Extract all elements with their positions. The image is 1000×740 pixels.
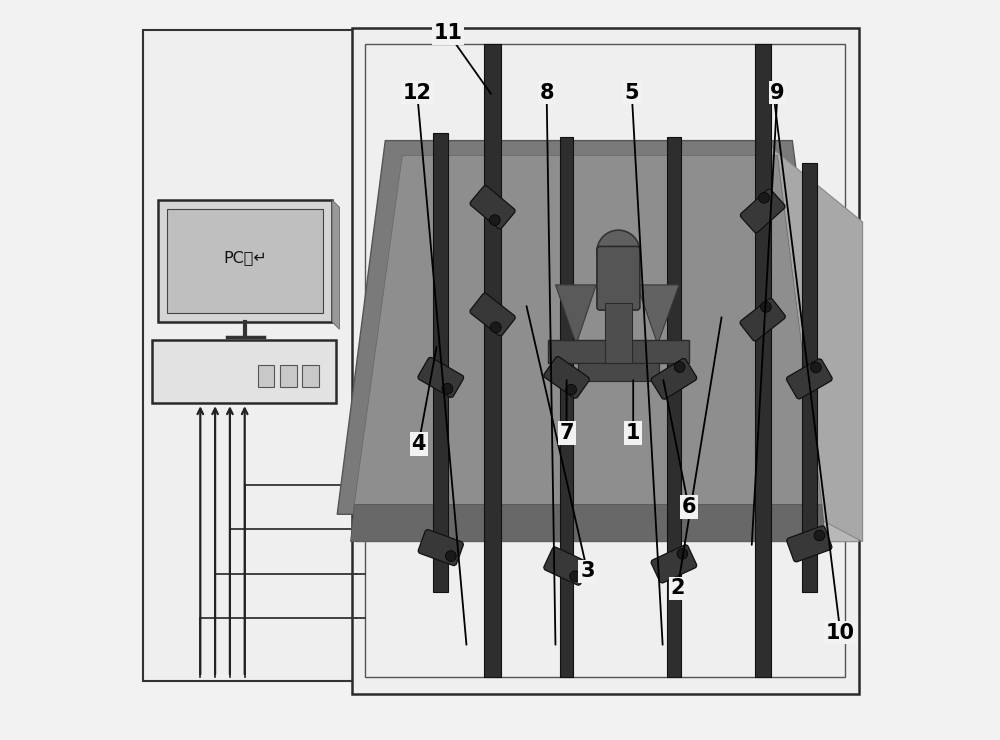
FancyBboxPatch shape	[143, 30, 354, 681]
FancyBboxPatch shape	[544, 547, 589, 585]
Circle shape	[442, 383, 453, 394]
Polygon shape	[763, 141, 863, 542]
FancyBboxPatch shape	[667, 137, 681, 677]
FancyBboxPatch shape	[560, 137, 573, 677]
FancyBboxPatch shape	[418, 530, 463, 565]
FancyBboxPatch shape	[740, 298, 785, 341]
Text: 5: 5	[624, 82, 639, 103]
Polygon shape	[356, 425, 859, 542]
FancyBboxPatch shape	[605, 303, 632, 363]
FancyBboxPatch shape	[651, 545, 697, 583]
Circle shape	[570, 571, 580, 582]
FancyBboxPatch shape	[740, 189, 785, 233]
Text: 6: 6	[681, 497, 696, 517]
Ellipse shape	[597, 230, 640, 273]
FancyBboxPatch shape	[544, 357, 589, 398]
FancyBboxPatch shape	[418, 357, 464, 397]
FancyBboxPatch shape	[433, 133, 448, 592]
FancyBboxPatch shape	[280, 365, 296, 387]
FancyBboxPatch shape	[786, 359, 832, 399]
Text: 2: 2	[670, 578, 685, 599]
Circle shape	[674, 362, 685, 372]
Circle shape	[759, 192, 769, 204]
Text: 10: 10	[826, 622, 855, 643]
FancyBboxPatch shape	[258, 365, 274, 387]
Text: 8: 8	[539, 82, 554, 103]
FancyBboxPatch shape	[578, 363, 659, 381]
Text: 12: 12	[403, 82, 432, 103]
FancyBboxPatch shape	[548, 340, 689, 363]
FancyBboxPatch shape	[470, 293, 515, 336]
Polygon shape	[556, 285, 596, 344]
Text: 9: 9	[770, 82, 785, 103]
Text: 4: 4	[411, 434, 426, 454]
FancyBboxPatch shape	[597, 246, 640, 310]
FancyBboxPatch shape	[152, 340, 336, 403]
Circle shape	[760, 301, 771, 312]
Circle shape	[490, 322, 501, 333]
FancyBboxPatch shape	[167, 209, 323, 313]
Text: 3: 3	[580, 561, 595, 582]
FancyBboxPatch shape	[158, 200, 332, 322]
FancyBboxPatch shape	[787, 526, 832, 562]
Text: PC机↵: PC机↵	[223, 249, 267, 265]
Circle shape	[489, 215, 500, 226]
Text: 1: 1	[626, 423, 640, 443]
FancyBboxPatch shape	[651, 358, 697, 400]
Polygon shape	[354, 155, 822, 505]
FancyBboxPatch shape	[484, 44, 501, 677]
FancyBboxPatch shape	[352, 28, 859, 694]
Polygon shape	[332, 200, 339, 329]
FancyBboxPatch shape	[470, 186, 515, 229]
Circle shape	[566, 384, 576, 395]
FancyBboxPatch shape	[302, 365, 319, 387]
Text: 11: 11	[434, 23, 463, 44]
Circle shape	[811, 362, 821, 373]
Polygon shape	[337, 141, 840, 514]
Text: 7: 7	[559, 423, 574, 443]
Polygon shape	[637, 285, 679, 344]
Circle shape	[677, 548, 688, 559]
Circle shape	[814, 530, 825, 541]
FancyBboxPatch shape	[802, 163, 817, 592]
Polygon shape	[351, 505, 826, 542]
FancyBboxPatch shape	[755, 44, 771, 677]
Circle shape	[445, 551, 456, 562]
